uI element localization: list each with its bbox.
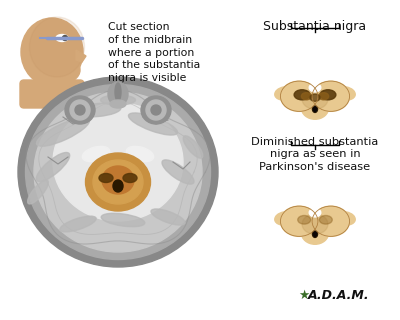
Ellipse shape <box>335 212 355 225</box>
Ellipse shape <box>101 213 145 227</box>
Ellipse shape <box>302 89 328 109</box>
Ellipse shape <box>110 100 126 108</box>
Ellipse shape <box>82 146 110 162</box>
Ellipse shape <box>75 105 85 115</box>
Ellipse shape <box>93 160 143 204</box>
Text: A.D.A.M.: A.D.A.M. <box>308 289 370 302</box>
Ellipse shape <box>28 180 48 204</box>
Ellipse shape <box>162 160 194 184</box>
Ellipse shape <box>70 100 90 120</box>
Ellipse shape <box>280 81 318 111</box>
Ellipse shape <box>60 216 96 232</box>
Ellipse shape <box>275 212 295 225</box>
FancyBboxPatch shape <box>20 80 84 108</box>
Ellipse shape <box>56 35 68 42</box>
Ellipse shape <box>30 17 84 77</box>
Ellipse shape <box>298 215 311 224</box>
Ellipse shape <box>309 208 321 217</box>
Ellipse shape <box>310 94 320 101</box>
Ellipse shape <box>115 83 121 101</box>
Ellipse shape <box>141 96 171 124</box>
Ellipse shape <box>99 173 113 182</box>
Ellipse shape <box>304 217 326 234</box>
Ellipse shape <box>65 96 95 124</box>
Ellipse shape <box>304 92 326 109</box>
Ellipse shape <box>126 146 154 162</box>
Ellipse shape <box>36 118 90 146</box>
Ellipse shape <box>108 82 128 106</box>
Ellipse shape <box>294 90 310 100</box>
Ellipse shape <box>113 180 123 192</box>
Ellipse shape <box>312 81 350 111</box>
Ellipse shape <box>335 87 355 100</box>
Ellipse shape <box>36 152 70 181</box>
Text: Cut section
of the midbrain
where a portion
of the substantia
nigra is visible: Cut section of the midbrain where a port… <box>108 22 200 83</box>
Ellipse shape <box>86 153 150 211</box>
Ellipse shape <box>312 231 318 237</box>
Ellipse shape <box>18 77 218 267</box>
Text: Substantia nigra: Substantia nigra <box>264 20 366 33</box>
Ellipse shape <box>309 83 321 92</box>
Ellipse shape <box>320 90 336 100</box>
Ellipse shape <box>314 232 316 236</box>
Ellipse shape <box>40 56 80 84</box>
Ellipse shape <box>312 106 318 112</box>
Ellipse shape <box>301 96 329 119</box>
Ellipse shape <box>62 36 68 41</box>
Ellipse shape <box>128 113 178 135</box>
Ellipse shape <box>21 18 83 86</box>
Ellipse shape <box>301 221 329 244</box>
Ellipse shape <box>314 107 316 111</box>
Text: ★: ★ <box>298 289 309 302</box>
Ellipse shape <box>100 95 136 105</box>
Ellipse shape <box>75 103 121 117</box>
Ellipse shape <box>102 166 134 194</box>
Ellipse shape <box>319 215 332 224</box>
Ellipse shape <box>34 92 202 252</box>
Ellipse shape <box>318 93 329 100</box>
Polygon shape <box>76 50 86 62</box>
Ellipse shape <box>280 206 318 236</box>
Ellipse shape <box>312 206 350 236</box>
Ellipse shape <box>123 173 137 182</box>
Ellipse shape <box>26 84 210 260</box>
Ellipse shape <box>53 103 183 221</box>
Ellipse shape <box>146 100 166 120</box>
Ellipse shape <box>302 214 328 234</box>
Text: Diminished substantia
nigra as seen in
Parkinson's disease: Diminished substantia nigra as seen in P… <box>251 137 379 172</box>
Ellipse shape <box>151 209 185 225</box>
Ellipse shape <box>183 136 203 158</box>
Ellipse shape <box>151 105 161 115</box>
Ellipse shape <box>301 93 312 100</box>
Ellipse shape <box>275 87 295 100</box>
Ellipse shape <box>25 40 35 56</box>
